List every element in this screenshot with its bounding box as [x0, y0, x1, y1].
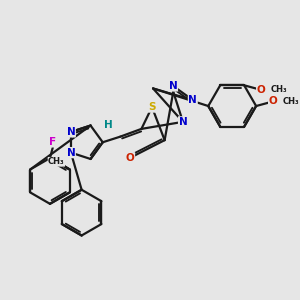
- Text: N: N: [188, 95, 197, 105]
- Text: O: O: [126, 153, 134, 163]
- Text: O: O: [257, 85, 266, 95]
- Text: CH₃: CH₃: [270, 85, 287, 94]
- Text: F: F: [49, 137, 56, 147]
- Text: CH₃: CH₃: [48, 157, 65, 166]
- Text: N: N: [178, 117, 187, 127]
- Text: O: O: [268, 96, 278, 106]
- Text: S: S: [148, 102, 156, 112]
- Text: N: N: [67, 127, 75, 137]
- Text: CH₃: CH₃: [282, 97, 299, 106]
- Text: H: H: [104, 120, 113, 130]
- Text: N: N: [67, 148, 75, 158]
- Text: N: N: [169, 81, 178, 91]
